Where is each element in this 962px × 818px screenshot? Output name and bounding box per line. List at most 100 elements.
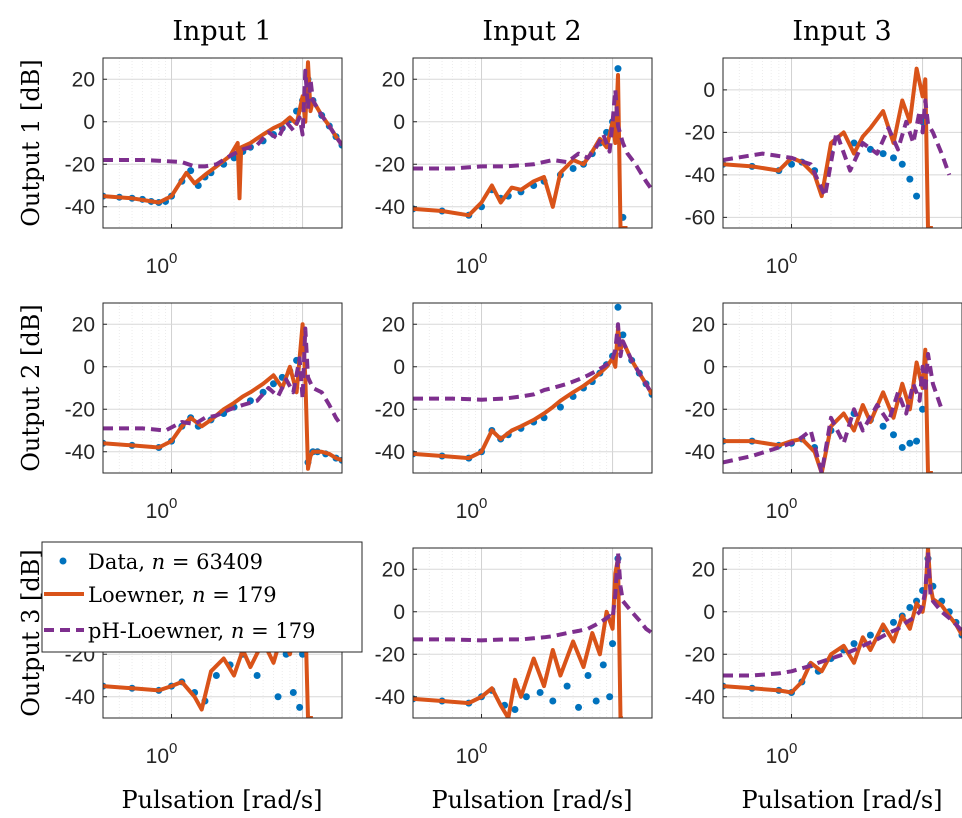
data-point (296, 703, 304, 711)
y-tick-label: 0 (703, 601, 715, 624)
y-tick-label: -40 (65, 441, 95, 464)
axes-box (412, 302, 653, 474)
axes-box (412, 547, 653, 719)
y-tick-label: -40 (375, 441, 405, 464)
x-tick-label: 100 (766, 740, 798, 768)
y-tick-label: -40 (375, 686, 405, 709)
data-point (212, 672, 220, 679)
data-point (569, 165, 577, 172)
row-label-3: Output 3 [dB] (17, 549, 45, 717)
x-axis-label-3: Pulsation [rad/s] (741, 786, 942, 814)
y-tick-label: 0 (83, 356, 95, 379)
y-tick-label: 20 (72, 68, 95, 91)
y-tick-label: -40 (685, 686, 715, 709)
y-tick-label: 20 (382, 558, 405, 581)
subplot-r1-c1: -40 -20 0 20 100 (65, 57, 343, 278)
axes-box (102, 57, 343, 229)
column-title-2: Input 2 (482, 16, 581, 47)
subplot-r2-c1: -40 -20 0 20 100 (65, 302, 343, 523)
series-loewner-line (723, 66, 933, 228)
y-tick-label: 0 (83, 111, 95, 134)
data-point (879, 150, 887, 158)
series-layer (413, 303, 652, 462)
data-point (274, 693, 282, 701)
x-tick-label: 100 (766, 495, 798, 523)
axes-box (722, 57, 962, 229)
data-point (584, 672, 592, 679)
data-point (898, 444, 906, 451)
legend-entry-data: Data, n = 63409 (88, 550, 263, 574)
data-point (906, 175, 914, 183)
x-tick-label: 100 (146, 250, 178, 278)
series-layer (723, 66, 952, 228)
data-point (913, 437, 921, 445)
data-point (522, 693, 530, 701)
data-point (556, 403, 564, 411)
series-loewner-line (103, 60, 342, 205)
data-point (511, 706, 519, 713)
data-point (850, 139, 858, 147)
series-loewner-line (103, 322, 342, 471)
y-tick-label: 20 (382, 68, 405, 91)
data-point (592, 697, 600, 705)
series-ph-loewner-line (103, 68, 342, 169)
series-ph-loewner-line (413, 550, 652, 643)
data-point (850, 640, 858, 648)
series-layer (413, 65, 652, 228)
data-point (889, 431, 897, 439)
legend-marker-data (59, 557, 67, 565)
axes-box (722, 547, 962, 719)
data-point (269, 380, 277, 388)
y-tick-label: -20 (685, 398, 715, 421)
legend: Data, n = 63409 Loewner, n = 179 pH-Loew… (41, 541, 363, 653)
subplot-r3-c3: -40 -20 0 20 100 (685, 547, 962, 768)
data-point (614, 303, 622, 311)
data-point (549, 697, 557, 705)
data-point (889, 618, 897, 626)
subplot-r1-c2: -40 -20 0 20 100 (375, 57, 653, 278)
y-tick-label: 0 (703, 356, 715, 379)
y-tick-label: -20 (65, 398, 95, 421)
series-ph-loewner-line (723, 98, 952, 199)
series-layer (413, 550, 652, 718)
y-tick-label: -40 (65, 196, 95, 219)
data-point (187, 167, 195, 175)
y-tick-label: 0 (393, 601, 405, 624)
axes-box (102, 302, 343, 474)
x-axis-label-2: Pulsation [rad/s] (431, 786, 632, 814)
data-point (889, 154, 897, 162)
series-ph-loewner-line (413, 322, 652, 402)
data-point (788, 160, 796, 168)
y-tick-label: -40 (685, 164, 715, 187)
subplot-r1-c3: -60 -40 -20 0 100 (685, 57, 962, 278)
x-tick-label: 100 (146, 495, 178, 523)
legend-box (41, 541, 363, 653)
data-point (906, 604, 914, 611)
series-ph-loewner-line (103, 326, 342, 433)
y-tick-label: -40 (375, 196, 405, 219)
column-title-3: Input 3 (792, 16, 891, 47)
column-title-1: Input 1 (172, 16, 271, 47)
data-point (609, 640, 617, 648)
x-tick-label: 100 (456, 495, 488, 523)
y-tick-label: -20 (375, 643, 405, 666)
data-point (898, 160, 906, 168)
y-tick-label: -20 (65, 153, 95, 176)
series-loewner-line (413, 73, 628, 228)
y-tick-label: 20 (72, 313, 95, 336)
y-tick-label: -40 (65, 686, 95, 709)
series-layer (103, 60, 342, 206)
y-tick-label: 0 (393, 356, 405, 379)
subplot-r2-c2: -40 -20 0 20 100 (375, 302, 653, 523)
y-tick-label: 0 (393, 111, 405, 134)
y-tick-label: 20 (382, 313, 405, 336)
legend-entry-loewner: Loewner, n = 179 (88, 583, 277, 607)
data-point (879, 422, 887, 430)
y-tick-label: -20 (375, 153, 405, 176)
data-point (599, 661, 607, 669)
y-tick-label: 20 (692, 313, 715, 336)
y-tick-label: 20 (692, 558, 715, 581)
y-tick-label: -20 (375, 398, 405, 421)
x-tick-label: 100 (766, 250, 798, 278)
